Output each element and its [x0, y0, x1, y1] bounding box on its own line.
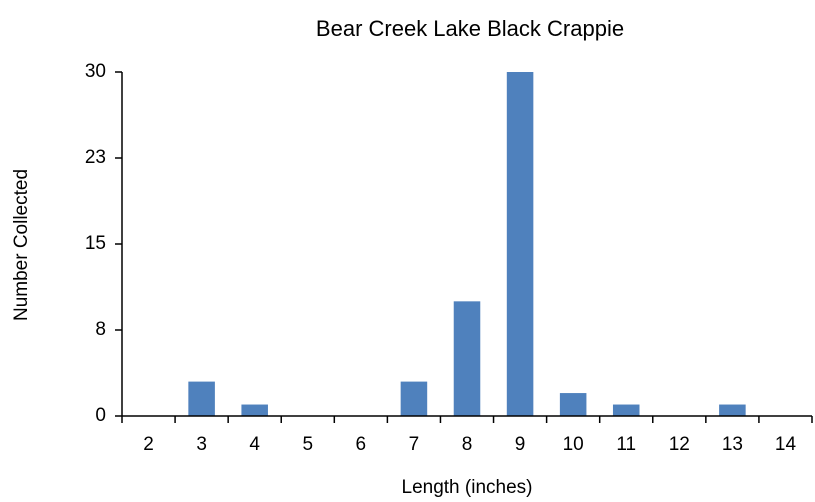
bar	[612, 404, 640, 416]
bar	[188, 381, 215, 416]
x-tick-label: 13	[722, 434, 743, 455]
y-tick-label: 23	[85, 147, 106, 168]
x-tick-label: 3	[196, 434, 207, 455]
chart-title: Bear Creek Lake Black Crappie	[316, 16, 624, 41]
x-tick-label: 4	[249, 434, 260, 455]
bar	[719, 404, 746, 416]
x-tick-label: 9	[515, 434, 526, 455]
x-tick-label: 10	[563, 434, 584, 455]
x-tick-label: 6	[356, 434, 367, 455]
x-tick-label: 12	[669, 434, 690, 455]
bar	[241, 404, 268, 416]
x-tick-label: 14	[775, 434, 797, 455]
y-tick-label: 0	[95, 405, 106, 426]
y-axis-label: Number Collected	[11, 169, 32, 321]
bar	[453, 301, 481, 416]
x-tick-label: 2	[143, 434, 154, 455]
bar	[506, 72, 534, 416]
x-tick-label: 11	[616, 434, 636, 455]
bar	[400, 381, 428, 416]
x-axis-label: Length (inches)	[402, 477, 533, 498]
x-tick-label: 5	[302, 434, 313, 455]
x-tick-label: 7	[409, 434, 420, 455]
bar	[559, 393, 587, 416]
y-tick-label: 15	[85, 233, 106, 254]
x-tick-label: 8	[462, 434, 473, 455]
y-tick-label: 30	[85, 61, 106, 82]
y-tick-label: 8	[95, 319, 106, 340]
